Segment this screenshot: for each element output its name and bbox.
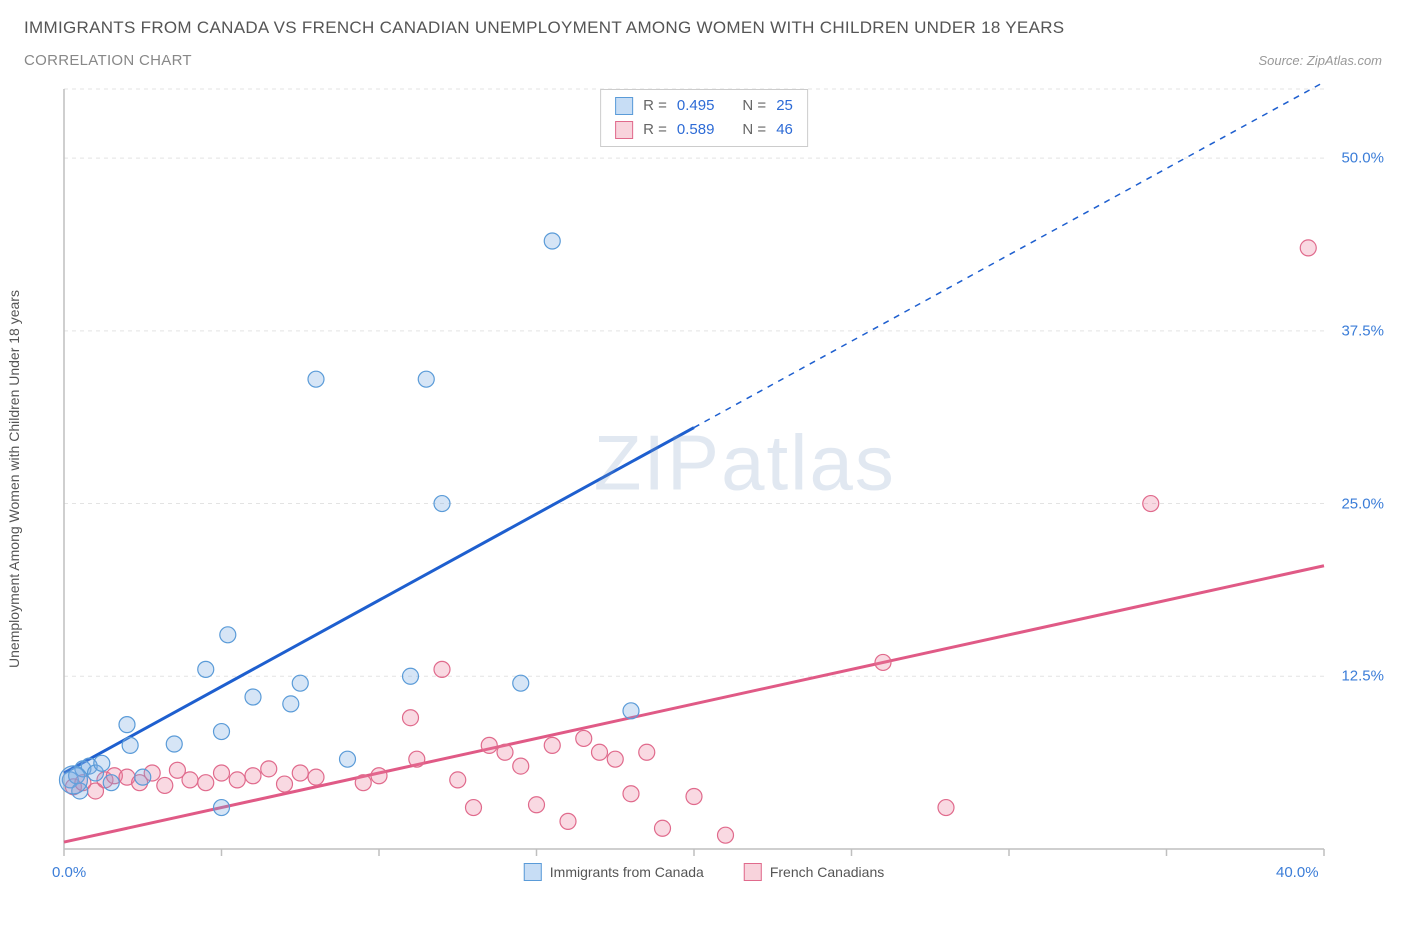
source-attribution: Source: ZipAtlas.com [1258,53,1382,68]
stats-row-2: R = 0.589 N = 46 [615,118,793,142]
legend-item-1: Immigrants from Canada [524,863,704,881]
stats-row-1: R = 0.495 N = 25 [615,94,793,118]
swatch-pink-icon [615,121,633,139]
scatter-chart-svg [24,79,1384,879]
chart-title: IMMIGRANTS FROM CANADA VS FRENCH CANADIA… [24,18,1382,38]
legend-swatch-blue-icon [524,863,542,881]
r-label-2: R = [643,118,667,142]
n-value-2: 46 [776,118,793,142]
n-label-1: N = [742,94,766,118]
y-tick-label: 12.5% [1341,668,1384,685]
y-tick-label: 25.0% [1341,495,1384,512]
n-label-2: N = [742,118,766,142]
legend-label-1: Immigrants from Canada [550,864,704,880]
x-tick-label: 0.0% [52,864,86,881]
swatch-blue-icon [615,97,633,115]
chart-area: Unemployment Among Women with Children U… [24,79,1384,879]
n-value-1: 25 [776,94,793,118]
r-value-1: 0.495 [677,94,715,118]
y-tick-label: 50.0% [1341,150,1384,167]
y-axis-label: Unemployment Among Women with Children U… [6,290,22,668]
x-tick-label: 40.0% [1276,864,1319,881]
stats-legend-box: R = 0.495 N = 25 R = 0.589 N = 46 [600,89,808,147]
legend-item-2: French Canadians [744,863,884,881]
y-tick-label: 37.5% [1341,322,1384,339]
legend-label-2: French Canadians [770,864,884,880]
chart-subtitle: CORRELATION CHART [24,52,192,69]
r-label-1: R = [643,94,667,118]
legend-swatch-pink-icon [744,863,762,881]
bottom-legend: Immigrants from Canada French Canadians [524,863,884,881]
r-value-2: 0.589 [677,118,715,142]
